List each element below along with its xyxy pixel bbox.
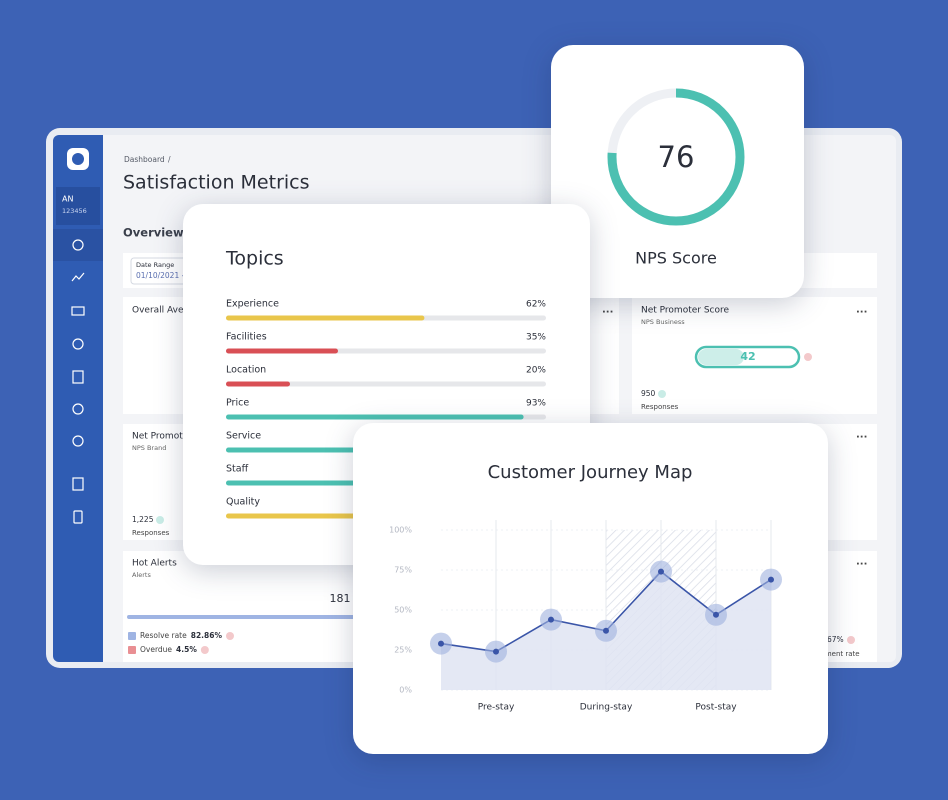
- topics-title: Topics: [225, 248, 284, 270]
- remove-icon[interactable]: [200, 646, 209, 654]
- topic-name: Location: [226, 365, 266, 376]
- nps-label: NPS Score: [635, 249, 717, 268]
- card-title: Net Promoter Score: [641, 306, 730, 316]
- bar-track: [226, 381, 546, 387]
- count-label: Responses: [132, 529, 170, 537]
- remove-icon[interactable]: [226, 632, 234, 640]
- x-tick-label: During-stay: [580, 703, 633, 713]
- breadcrumb[interactable]: Dashboard: [124, 155, 165, 164]
- card-subtitle: NPS Business: [641, 318, 685, 326]
- alerts-total: 181: [330, 592, 351, 605]
- card-title: Net Promot: [132, 432, 183, 442]
- card-menu[interactable]: ···: [602, 307, 613, 318]
- nav-active[interactable]: [53, 229, 103, 261]
- nav-icon[interactable]: [72, 435, 84, 447]
- user-id: 123456: [62, 207, 87, 215]
- nav-icon[interactable]: [73, 510, 83, 524]
- nav-icon[interactable]: [72, 338, 84, 350]
- topic-value: 20%: [526, 366, 546, 376]
- point: [768, 576, 774, 583]
- date-range-label: Date Range: [136, 261, 174, 269]
- metric-value: 67%: [827, 635, 844, 644]
- point: [548, 616, 554, 623]
- topic-name: Staff: [226, 464, 249, 475]
- journey-card: Customer Journey Map 0% 25% 50% 75% 100% Pre-…: [353, 423, 828, 754]
- metric-label: mment rate: [818, 650, 860, 658]
- user-initials: AN: [62, 195, 73, 204]
- section-title: Overview: [123, 226, 184, 240]
- nav-icon[interactable]: [72, 370, 84, 384]
- y-tick-label: 25%: [394, 646, 412, 655]
- topic-name: Service: [226, 431, 261, 442]
- legend-value: 4.5%: [176, 645, 197, 654]
- score-pill-fill: [698, 349, 744, 365]
- date-range-value: 01/10/2021 -: [136, 271, 185, 280]
- card-title: Hot Alerts: [132, 559, 177, 569]
- point: [658, 568, 664, 575]
- legend-swatch: [128, 632, 136, 640]
- x-tick-label: Pre-stay: [478, 703, 515, 713]
- card-menu[interactable]: ···: [856, 307, 867, 318]
- legend-swatch: [128, 646, 136, 654]
- bar: [226, 414, 524, 420]
- bar: [226, 348, 338, 354]
- logo-mark: [72, 153, 84, 165]
- breadcrumb-separator: /: [168, 155, 171, 164]
- point: [493, 648, 499, 655]
- topic-name: Price: [226, 398, 249, 409]
- topic-name: Quality: [226, 497, 260, 508]
- count: 950: [641, 389, 656, 398]
- card-title: Overall Ave: [132, 306, 184, 316]
- remove-icon[interactable]: [847, 636, 855, 644]
- x-tick-label: Post-stay: [695, 703, 737, 713]
- point: [603, 627, 609, 634]
- legend-label: Overdue: [140, 645, 172, 654]
- point: [713, 611, 719, 618]
- bar: [226, 381, 290, 387]
- chart-title: Customer Journey Map: [488, 462, 693, 483]
- bar: [226, 315, 425, 321]
- remove-icon[interactable]: [804, 353, 812, 361]
- gauge-arc: [607, 88, 745, 226]
- check-icon: [658, 390, 666, 398]
- point: [438, 640, 444, 647]
- card-menu[interactable]: ···: [856, 559, 867, 570]
- y-tick-label: 50%: [394, 606, 412, 615]
- topic-name: Experience: [226, 299, 279, 310]
- count: 1,225: [132, 515, 154, 524]
- y-tick-label: 75%: [394, 566, 412, 575]
- page-title: Satisfaction Metrics: [123, 172, 310, 194]
- y-tick-label: 100%: [389, 526, 412, 535]
- nav-icon[interactable]: [71, 272, 85, 282]
- topic-value: 93%: [526, 399, 546, 409]
- check-icon: [156, 516, 164, 524]
- legend-value: 82.86%: [191, 631, 223, 640]
- topic-value: 62%: [526, 300, 546, 310]
- nav-icon[interactable]: [72, 239, 84, 251]
- legend-label: Resolve rate: [140, 631, 187, 640]
- card-subtitle: Alerts: [132, 571, 151, 579]
- card-subtitle: NPS Brand: [132, 444, 166, 452]
- topic-name: Facilities: [226, 332, 267, 343]
- nps-card: 76 NPS Score: [551, 45, 804, 298]
- nav-icon[interactable]: [72, 403, 84, 415]
- score-value: 42: [740, 350, 755, 363]
- y-tick-label: 0%: [399, 686, 412, 695]
- card: [551, 45, 804, 298]
- topic-value: 35%: [526, 333, 546, 343]
- count-label: Responses: [641, 403, 679, 411]
- card-menu[interactable]: ···: [856, 432, 867, 443]
- nav-icon[interactable]: [71, 306, 85, 316]
- user-box: [56, 187, 100, 225]
- nps-value: 76: [658, 140, 695, 174]
- nav-icon[interactable]: [72, 477, 84, 491]
- nav-icons: [71, 239, 85, 524]
